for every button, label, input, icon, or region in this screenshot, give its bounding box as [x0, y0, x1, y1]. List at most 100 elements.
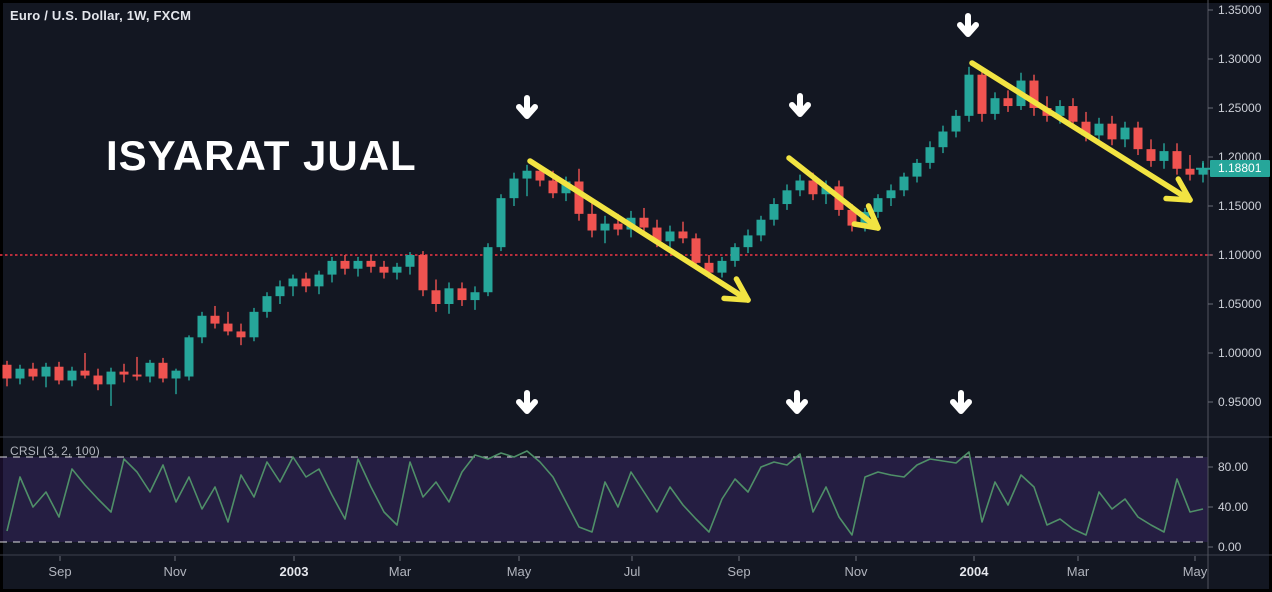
candle: [912, 162, 922, 177]
candle: [483, 247, 493, 293]
time-tick-label: Sep: [727, 564, 751, 579]
candle: [548, 180, 558, 194]
candle: [613, 223, 623, 230]
candle: [197, 315, 207, 338]
candle: [639, 217, 649, 228]
candle: [418, 255, 428, 291]
candle: [106, 371, 116, 385]
candle: [1081, 121, 1091, 136]
price-tick-label: 0.00: [1218, 540, 1242, 554]
candle: [353, 260, 363, 269]
price-tick-label: 1.15000: [1218, 199, 1262, 213]
trend-arrow-annotation[interactable]: [786, 155, 881, 231]
candle: [847, 209, 857, 226]
candle: [158, 362, 168, 379]
candle: [873, 198, 883, 212]
price-tick-label: 80.00: [1218, 460, 1249, 474]
candle: [470, 292, 480, 301]
candle: [665, 231, 675, 242]
candle: [67, 370, 77, 381]
candle: [444, 288, 454, 304]
price-tick-label: 1.30000: [1218, 52, 1262, 66]
candle: [678, 231, 688, 239]
down-arrow-annotation[interactable]: [789, 93, 811, 117]
candle: [1029, 80, 1039, 108]
candle: [1003, 98, 1013, 107]
candle: [1172, 151, 1182, 169]
candle: [28, 368, 38, 377]
candle: [938, 131, 948, 148]
price-axis[interactable]: 1.18801 1.35000 1.30000 1.25000 1.20000 1.15…: [1209, 0, 1272, 555]
down-arrow-annotation[interactable]: [950, 390, 972, 414]
candle: [15, 368, 25, 379]
indicator-label[interactable]: CRSI (3, 2, 100): [10, 444, 100, 458]
candle: [262, 296, 272, 312]
candle: [223, 323, 233, 332]
down-arrow-annotation[interactable]: [516, 390, 538, 414]
candle: [379, 266, 389, 273]
candle: [509, 178, 519, 199]
candle: [717, 260, 727, 273]
price-tick-label: 40.00: [1218, 500, 1249, 514]
candle: [951, 115, 961, 132]
trend-arrow-annotation[interactable]: [527, 158, 751, 303]
price-tick-label: 1.10000: [1218, 248, 1262, 262]
candle: [405, 255, 415, 267]
candle: [886, 190, 896, 199]
price-tick-label: 1.00000: [1218, 346, 1262, 360]
candle: [1120, 127, 1130, 140]
candle: [171, 370, 181, 379]
crsi-band: [0, 457, 1208, 542]
candle: [964, 74, 974, 116]
candle: [249, 311, 259, 338]
time-tick-label: Nov: [844, 564, 868, 579]
candle: [782, 190, 792, 205]
price-tick-label: 1.25000: [1218, 101, 1262, 115]
candle: [366, 260, 376, 267]
candle: [314, 274, 324, 287]
candle: [431, 290, 441, 304]
candle: [288, 278, 298, 287]
candle: [327, 260, 337, 275]
last-price-badge: 1.18801: [1210, 160, 1270, 178]
candle: [1159, 151, 1169, 161]
candle: [236, 331, 246, 338]
crsi-line: [6, 450, 1204, 536]
candle: [184, 337, 194, 377]
candle: [730, 247, 740, 261]
candle: [808, 180, 818, 195]
time-tick-label: May: [506, 564, 532, 579]
price-tick-label: 1.05000: [1218, 297, 1262, 311]
candle: [574, 181, 584, 214]
sell-signal-text-annotation[interactable]: ISYARAT JUAL: [106, 132, 417, 179]
price-tick-label: 1.35000: [1218, 3, 1262, 17]
time-axis[interactable]: Sep Nov 2003 Mar May Jul Sep Nov 2004 Mar May: [0, 556, 1272, 589]
candle: [704, 262, 714, 273]
candle: [119, 371, 129, 375]
candle: [990, 98, 1000, 114]
candle: [457, 288, 467, 301]
down-arrow-annotation[interactable]: [957, 13, 979, 37]
candle: [301, 278, 311, 287]
candle: [340, 260, 350, 269]
trend-arrow-annotation[interactable]: [969, 60, 1193, 203]
time-tick-label: Mar: [1066, 564, 1090, 579]
symbol-title[interactable]: Euro / U.S. Dollar, 1W, FXCM: [10, 8, 192, 23]
down-arrow-annotation[interactable]: [516, 95, 538, 119]
price-tick-label: 0.95000: [1218, 395, 1262, 409]
candle: [1094, 123, 1104, 136]
time-tick-label: Sep: [48, 564, 72, 579]
candle: [1068, 106, 1078, 122]
time-tick-label: May: [1182, 564, 1208, 579]
candle: [41, 366, 51, 377]
candle: [522, 170, 532, 179]
candle: [496, 198, 506, 248]
time-tick-label: Jul: [623, 564, 641, 579]
candle: [1185, 168, 1195, 175]
down-arrow-annotation[interactable]: [786, 390, 808, 414]
candle: [80, 370, 90, 376]
candle: [2, 364, 12, 379]
candle: [925, 147, 935, 163]
